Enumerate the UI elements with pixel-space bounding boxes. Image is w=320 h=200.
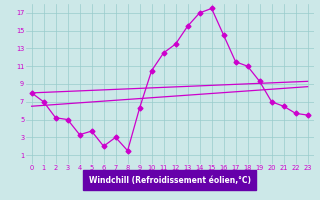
- X-axis label: Windchill (Refroidissement éolien,°C): Windchill (Refroidissement éolien,°C): [89, 176, 251, 185]
